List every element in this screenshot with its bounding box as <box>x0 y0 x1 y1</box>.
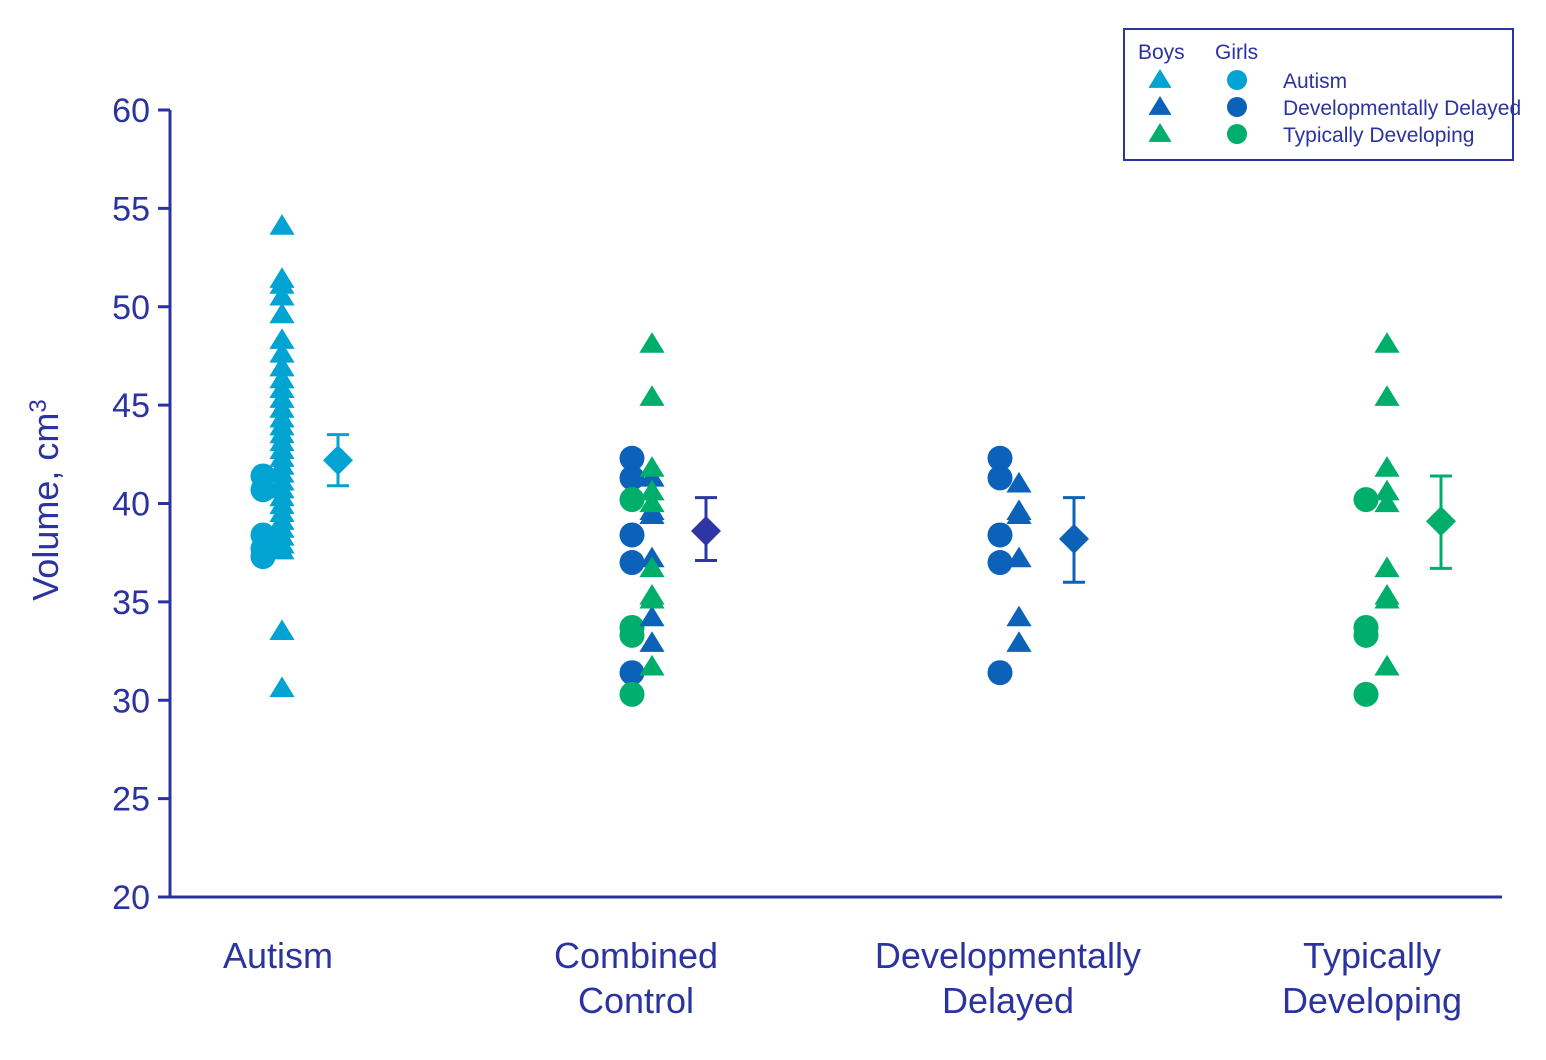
data-point-triangle <box>1374 654 1400 676</box>
legend-circle-icon <box>1227 124 1247 144</box>
y-tick-label: 55 <box>112 190 150 228</box>
x-category-label: Combined <box>554 935 718 976</box>
data-point-triangle <box>1006 605 1032 627</box>
legend-label: Typically Developing <box>1283 124 1474 147</box>
data-point-triangle <box>639 631 665 652</box>
data-point-circle <box>1353 622 1379 648</box>
legend-circle-icon <box>1227 70 1247 90</box>
y-ticks: 20 25 30 35 40 45 50 55 60 <box>112 92 170 917</box>
data-point-circle <box>987 445 1013 471</box>
data-point-circle <box>987 465 1013 491</box>
data-point-circle <box>619 681 645 707</box>
legend-triangle-icon <box>1148 123 1172 142</box>
legend-entries: Autism Developmentally Delayed Typically D… <box>1148 69 1521 147</box>
data-point-triangle <box>1006 503 1032 524</box>
legend: Boys Girls Autism Developmentally Delayed… <box>1123 28 1521 161</box>
legend-header-girls: Girls <box>1215 41 1258 64</box>
data-point-circle <box>619 487 645 513</box>
data-point-circle <box>987 550 1013 576</box>
data-point-triangle <box>1374 491 1400 513</box>
data-points <box>250 214 1400 707</box>
mean-diamond <box>1059 523 1089 554</box>
legend-box <box>1123 28 1514 161</box>
y-tick-label: 50 <box>112 289 150 327</box>
data-point-triangle <box>1374 332 1400 353</box>
data-point-triangle <box>1006 471 1032 493</box>
legend-label: Developmentally Delayed <box>1283 97 1521 120</box>
data-point-triangle <box>269 619 295 641</box>
data-point-triangle <box>1374 556 1400 578</box>
data-point-circle <box>1353 487 1379 513</box>
data-point-triangle <box>639 479 665 501</box>
data-point-triangle <box>1006 631 1032 652</box>
x-category-label: Developing <box>1282 980 1462 1021</box>
data-point-circle <box>250 544 276 570</box>
data-point-triangle <box>1374 479 1400 501</box>
legend-label: Autism <box>1283 70 1347 93</box>
mean-diamond <box>691 516 721 547</box>
data-point-triangle <box>639 503 665 524</box>
legend-header-boys: Boys <box>1138 41 1185 64</box>
legend-triangle-icon <box>1148 96 1172 115</box>
data-point-triangle <box>1374 587 1400 609</box>
data-point-triangle <box>1374 385 1400 406</box>
data-point-circle <box>987 660 1013 686</box>
y-axis-label: Volume, cm3 <box>25 399 66 600</box>
data-point-triangle <box>269 676 295 698</box>
mean-diamond <box>323 445 353 476</box>
data-point-triangle <box>639 587 665 609</box>
y-tick-label: 30 <box>112 682 150 720</box>
mean-diamond <box>1426 506 1456 537</box>
data-point-circle <box>619 445 645 471</box>
x-category-label: Developmentally <box>875 935 1141 976</box>
data-point-triangle <box>639 491 665 513</box>
data-point-circle <box>619 465 645 491</box>
data-point-triangle <box>269 355 295 377</box>
data-point-triangle <box>269 341 295 363</box>
data-point-triangle <box>269 302 295 324</box>
y-tick-label: 20 <box>112 879 150 917</box>
y-tick-label: 45 <box>112 387 150 425</box>
y-tick-label: 40 <box>112 486 150 524</box>
data-point-triangle <box>269 273 295 294</box>
x-category-label: Control <box>578 980 694 1021</box>
data-point-triangle <box>1006 546 1032 568</box>
y-tick-label: 60 <box>112 92 150 130</box>
x-category-label: Autism <box>223 935 333 976</box>
data-point-triangle <box>639 654 665 676</box>
data-point-triangle <box>639 605 665 627</box>
data-point-triangle <box>269 284 295 306</box>
data-point-triangle <box>269 214 295 235</box>
data-point-circle <box>619 522 645 548</box>
data-point-triangle <box>1374 456 1400 477</box>
data-point-triangle <box>639 332 665 353</box>
data-point-circle <box>987 522 1013 548</box>
data-point-circle <box>619 550 645 576</box>
data-point-triangle <box>639 385 665 406</box>
legend-circle-icon <box>1227 97 1247 117</box>
mean-markers <box>323 433 1456 584</box>
data-point-triangle <box>639 456 665 477</box>
x-category-label: Delayed <box>942 980 1074 1021</box>
data-point-circle <box>619 622 645 648</box>
data-point-circle <box>1353 681 1379 707</box>
data-point-triangle <box>269 538 295 560</box>
y-tick-label: 25 <box>112 781 150 819</box>
legend-triangle-icon <box>1148 69 1172 88</box>
axes: 20 25 30 35 40 45 50 55 60 Autism CombinedControl… <box>25 92 1502 1021</box>
data-point-circle <box>619 660 645 686</box>
y-tick-label: 35 <box>112 584 150 622</box>
x-category-label: Typically <box>1303 935 1441 976</box>
data-point-triangle <box>269 328 295 349</box>
data-point-triangle <box>639 556 665 578</box>
data-point-circle <box>250 477 276 503</box>
